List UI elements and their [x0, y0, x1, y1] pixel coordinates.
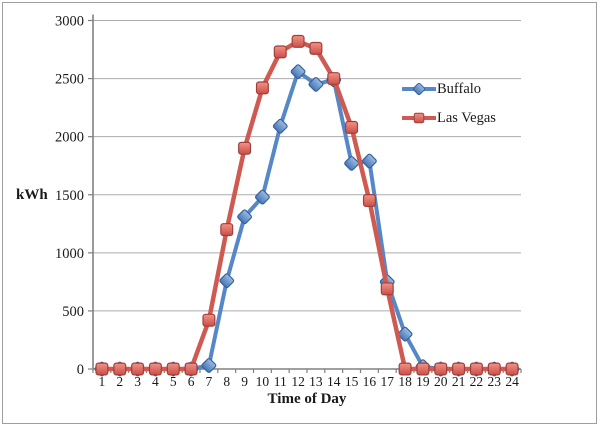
y-axis-title: kWh — [16, 187, 48, 203]
data-point — [255, 81, 269, 95]
data-point — [344, 155, 359, 171]
y-tick-label: 2500 — [55, 72, 84, 88]
data-point — [345, 120, 359, 134]
x-tick-label: 14 — [327, 374, 341, 389]
x-tick-label: 16 — [363, 374, 377, 389]
data-point — [237, 209, 252, 225]
data-point — [201, 358, 217, 373]
x-tick-label: 1 — [99, 374, 106, 389]
data-point — [308, 76, 324, 92]
x-tick-label: 15 — [345, 374, 359, 389]
data-point — [255, 189, 270, 205]
x-tick-label: 5 — [170, 374, 177, 389]
x-tick-label: 19 — [416, 374, 430, 389]
y-tick-label: 3000 — [55, 14, 84, 30]
x-tick-label: 6 — [188, 374, 195, 389]
data-point — [362, 194, 376, 208]
x-tick-label: 18 — [398, 374, 412, 389]
buffalo-line-marker-icon — [401, 82, 437, 96]
x-tick-label: 3 — [134, 374, 141, 389]
x-tick-label: 22 — [470, 374, 484, 389]
data-point — [469, 362, 483, 376]
data-point — [398, 362, 412, 376]
legend-label-buffalo: Buffalo — [437, 80, 482, 97]
y-tick-label: 2000 — [55, 130, 84, 146]
data-point — [219, 273, 235, 289]
data-point — [309, 41, 323, 55]
data-point — [166, 362, 180, 376]
data-point — [327, 72, 341, 86]
data-point — [272, 118, 288, 134]
data-point — [202, 313, 216, 327]
x-tick-label: 23 — [488, 374, 502, 389]
data-point — [362, 153, 377, 169]
data-point — [113, 362, 127, 376]
x-tick-label: 21 — [452, 374, 466, 389]
data-point — [131, 362, 145, 376]
y-tick-label: 1500 — [55, 188, 84, 204]
x-tick-label: 11 — [274, 374, 287, 389]
data-point — [380, 282, 394, 296]
las-vegas-line-marker-icon — [401, 111, 437, 125]
x-tick-label: 20 — [434, 374, 448, 389]
data-point — [273, 45, 287, 59]
x-tick-label: 24 — [505, 374, 519, 389]
data-point — [184, 362, 198, 376]
data-point — [397, 326, 413, 342]
legend: Buffalo Las Vegas — [401, 80, 496, 139]
data-point — [505, 362, 519, 376]
x-tick-label: 13 — [309, 374, 323, 389]
x-axis-title: Time of Day — [267, 391, 347, 407]
y-tick-label: 1000 — [55, 246, 84, 262]
data-point — [95, 362, 109, 376]
data-point — [487, 362, 501, 376]
x-tick-label: 12 — [291, 374, 305, 389]
x-tick-label: 2 — [116, 374, 123, 389]
legend-item-buffalo: Buffalo — [401, 80, 496, 97]
data-point — [416, 362, 430, 376]
data-point — [434, 362, 448, 376]
data-point — [290, 64, 306, 80]
data-point — [291, 34, 305, 48]
x-tick-label: 7 — [206, 374, 213, 389]
legend-label-las-vegas: Las Vegas — [437, 109, 496, 126]
x-tick-label: 8 — [223, 374, 230, 389]
x-tick-label: 17 — [381, 374, 395, 389]
y-tick-label: 0 — [77, 362, 84, 378]
x-tick-label: 9 — [241, 374, 248, 389]
data-point — [238, 141, 252, 155]
x-tick-label: 10 — [256, 374, 270, 389]
legend-item-las-vegas: Las Vegas — [401, 109, 496, 126]
x-tick-label: 4 — [152, 374, 159, 389]
y-tick-label: 500 — [62, 304, 84, 320]
data-point — [220, 223, 234, 237]
data-point — [452, 362, 466, 376]
data-point — [148, 362, 162, 376]
